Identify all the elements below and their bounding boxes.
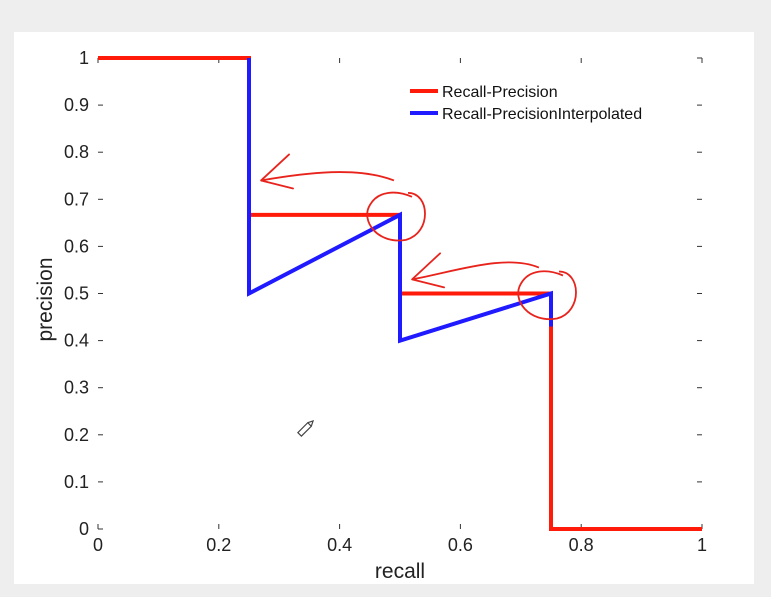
pencil-cursor-icon — [297, 419, 315, 437]
pencil-body — [297, 421, 313, 437]
y-tick-label: 0.8 — [64, 142, 89, 162]
y-tick-label: 0.2 — [64, 425, 89, 445]
y-tick-label: 0.3 — [64, 378, 89, 398]
y-tick-label: 0.1 — [64, 472, 89, 492]
y-tick-label: 0.7 — [64, 189, 89, 209]
annotation-circle — [517, 270, 577, 321]
annotation-arrow — [260, 171, 395, 182]
y-tick-label: 0.4 — [64, 331, 89, 351]
annotation-arrow — [411, 261, 540, 281]
x-tick-label: 0.8 — [569, 535, 594, 555]
y-tick-label: 0.6 — [64, 236, 89, 256]
annotation-arrowhead — [260, 153, 294, 190]
y-tick-label: 0 — [79, 519, 89, 539]
legend-label: Recall-Precision — [442, 84, 558, 101]
y-axis-label: precision — [34, 257, 57, 341]
y-tick-label: 0.9 — [64, 95, 89, 115]
x-tick-label: 0.6 — [448, 535, 473, 555]
pencil-tip — [307, 419, 315, 427]
x-tick-label: 1 — [697, 535, 707, 555]
x-tick-label: 0.4 — [327, 535, 352, 555]
y-tick-label: 0.5 — [64, 284, 89, 304]
x-axis-label: recall — [375, 560, 425, 583]
x-tick-label: 0.2 — [206, 535, 231, 555]
annotation-circle — [366, 191, 426, 242]
x-tick-label: 0 — [93, 535, 103, 555]
series-line-recall-precision-interpolated — [247, 58, 553, 344]
annotation-arrowhead — [411, 252, 445, 289]
y-tick-label: 1 — [79, 48, 89, 68]
recall-precision-chart: 0 0.2 0.4 0.6 0.8 1 0 0.1 0.2 0.3 0.4 0.5 0.6 0.7 0.8 0… — [34, 48, 707, 583]
chart-figure: 0 0.2 0.4 0.6 0.8 1 0 0.1 0.2 0.3 0.4 0.5 0.6 0.7 0.8 0… — [14, 32, 754, 584]
legend-label: Recall-PrecisionInterpolated — [442, 106, 642, 123]
